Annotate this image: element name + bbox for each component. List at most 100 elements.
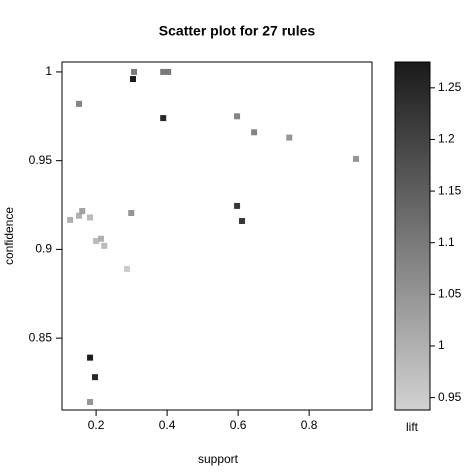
colorbar-step [395, 200, 430, 204]
y-tick-label: 0.85 [29, 330, 53, 344]
colorbar-step [395, 131, 430, 135]
colorbar-step [395, 395, 430, 399]
colorbar-step [395, 311, 430, 315]
colorbar-step [395, 377, 430, 381]
colorbar-step [395, 353, 430, 357]
colorbar-step [395, 206, 430, 210]
colorbar-step [395, 347, 430, 351]
colorbar-step [395, 401, 430, 405]
colorbar-step [395, 275, 430, 279]
colorbar-step [395, 98, 430, 102]
colorbar-step [395, 65, 430, 69]
colorbar-step [395, 320, 430, 324]
colorbar-step [395, 122, 430, 126]
point [353, 155, 360, 162]
colorbar-step [395, 188, 430, 192]
colorbar-step [395, 224, 430, 228]
colorbar-step [395, 125, 430, 129]
colorbar-step [395, 332, 430, 336]
colorbar-step [395, 290, 430, 294]
colorbar-step [395, 407, 430, 411]
color-tick-label: 1 [438, 338, 445, 352]
colorbar-step [395, 185, 430, 189]
colorbar-step [395, 323, 430, 327]
point [234, 202, 241, 209]
colorbar-step [395, 254, 430, 258]
colorbar-step [395, 248, 430, 252]
colorbar-step [395, 68, 430, 72]
y-tick-label: 1 [45, 64, 52, 78]
colorbar-step [395, 257, 430, 261]
color-tick-label: 1.2 [438, 132, 455, 146]
colorbar-step [395, 113, 430, 117]
x-tick-label: 0.2 [88, 418, 105, 432]
colorbar-step [395, 356, 430, 360]
point [76, 100, 83, 107]
point [251, 129, 258, 136]
colorbar-step [395, 230, 430, 234]
colorbar-step [395, 296, 430, 300]
colorbar-step [395, 149, 430, 153]
colorbar-step [395, 80, 430, 84]
colorbar-step [395, 359, 430, 363]
colorbar-step [395, 128, 430, 132]
colorbar-step [395, 374, 430, 378]
x-tick-label: 0.8 [301, 418, 318, 432]
colorbar-step [395, 179, 430, 183]
point [123, 265, 130, 272]
colorbar-step [395, 134, 430, 138]
colorbar-step [395, 344, 430, 348]
colorbar-step [395, 392, 430, 396]
color-tick-label: 1.1 [438, 235, 455, 249]
x-tick-label: 0.4 [159, 418, 176, 432]
colorbar-step [395, 335, 430, 339]
colorbar-frame [394, 61, 431, 411]
colorbar-step [395, 83, 430, 87]
point [131, 68, 138, 75]
point [101, 242, 108, 249]
colorbar-step [395, 227, 430, 231]
colorbar-step [395, 242, 430, 246]
colorbar-step [395, 266, 430, 270]
colorbar-step [395, 176, 430, 180]
colorbar-step [395, 89, 430, 93]
plot-frame [61, 61, 373, 411]
colorbar-step [395, 398, 430, 402]
colorbar-step [395, 272, 430, 276]
colorbar-step [395, 215, 430, 219]
colorbar-step [395, 146, 430, 150]
colorbar-step [395, 269, 430, 273]
y-tick-label: 0.9 [35, 242, 52, 256]
point [160, 68, 167, 75]
colorbar-step [395, 236, 430, 240]
colorbar-step [395, 371, 430, 375]
point [160, 115, 167, 122]
colorbar-step [395, 164, 430, 168]
colorbar-step [395, 140, 430, 144]
colorbar-step [395, 107, 430, 111]
colorbar-step [395, 239, 430, 243]
colorbar-step [395, 386, 430, 390]
colorbar-step [395, 233, 430, 237]
color-tick-label: 1.15 [438, 183, 462, 197]
colorbar-step [395, 308, 430, 312]
colorbar-step [395, 404, 430, 408]
colorbar-step [395, 101, 430, 105]
point [87, 354, 94, 361]
colorbar-step [395, 62, 430, 66]
colorbar-step [395, 278, 430, 282]
color-label: lift [406, 420, 419, 434]
colorbar-step [395, 104, 430, 108]
colorbar-step [395, 203, 430, 207]
point [87, 399, 94, 406]
colorbar-step [395, 86, 430, 90]
colorbar-step [395, 209, 430, 213]
colorbar-step [395, 155, 430, 159]
colorbar-step [395, 182, 430, 186]
x-tick-label: 0.6 [230, 418, 247, 432]
colorbar-step [395, 281, 430, 285]
point [92, 374, 99, 381]
colorbar-step [395, 116, 430, 120]
colorbar-step [395, 341, 430, 345]
